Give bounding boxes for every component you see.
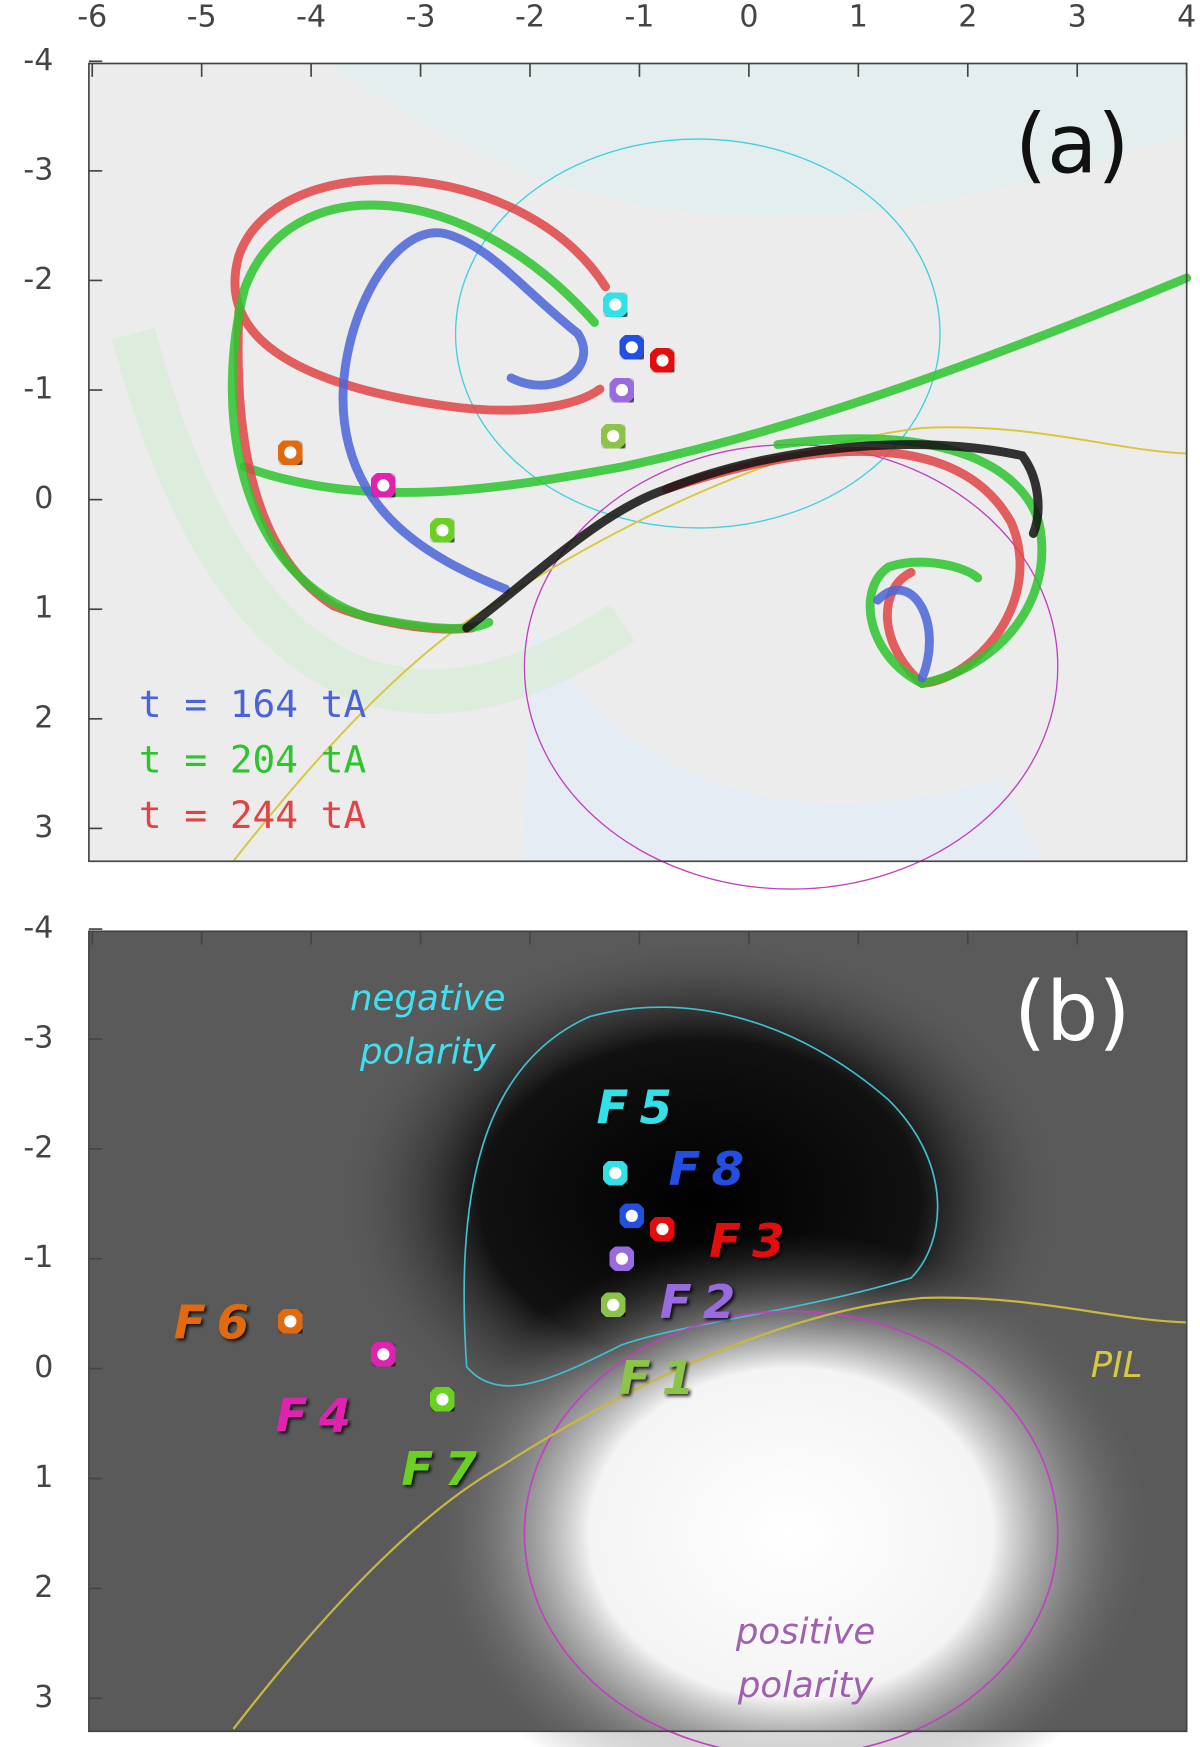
y-tick-label: -1: [23, 1240, 53, 1275]
footpoint-label: F1: [619, 1352, 706, 1406]
y-tick-label: 0: [34, 481, 53, 516]
footpoint-label: F2: [660, 1276, 747, 1330]
annotation: polarity: [737, 1665, 874, 1706]
legend-entry: t = 164 tA: [139, 682, 367, 726]
footpoint: [608, 376, 636, 404]
y-tick-label: 3: [34, 1680, 53, 1715]
frame-a: [88, 62, 1188, 863]
legend-entry: t = 204 tA: [139, 737, 367, 781]
footpoint: [599, 1291, 628, 1319]
y-tick-label: -1: [23, 372, 53, 407]
x-tick-label: 4: [1177, 0, 1196, 34]
footpoint: [369, 1340, 398, 1369]
x-tick-label: -6: [77, 0, 107, 34]
y-tick-label: -3: [23, 152, 53, 187]
footpoint: [428, 1385, 457, 1414]
y-tick-label: 3: [34, 810, 53, 845]
x-tick-label: -1: [624, 0, 654, 34]
footpoint-label: F6: [174, 1296, 261, 1350]
y-tick-label: -4: [23, 43, 53, 78]
x-tick-label: -5: [187, 0, 217, 34]
y-tick-label: 1: [34, 591, 53, 626]
y-tick-label: -4: [23, 911, 53, 946]
footpoint: [601, 290, 630, 319]
annotation: negative: [350, 978, 505, 1019]
footpoint: [276, 1307, 305, 1336]
footpoint: [601, 1159, 630, 1187]
panel-a-image: [88, 63, 1192, 890]
footpoint: [617, 1201, 646, 1230]
y-tick-label: 2: [34, 1570, 53, 1605]
footpoint-label: F8: [669, 1143, 756, 1197]
footpoint-label: F7: [401, 1443, 488, 1497]
x-tick-label: 1: [849, 0, 868, 34]
y-tick-label: 1: [34, 1460, 53, 1495]
y-tick-label: -2: [23, 262, 53, 297]
frame-b: [88, 930, 1188, 1733]
footpoint: [428, 516, 457, 545]
y-tick-label: -2: [23, 1130, 53, 1165]
x-tick-label: 3: [1068, 0, 1087, 34]
annotation: positive: [735, 1612, 875, 1653]
footpoint: [648, 1215, 677, 1243]
x-tick-label: -4: [296, 0, 326, 34]
footpoint-label: F5: [597, 1081, 684, 1135]
x-tick-label: -3: [406, 0, 436, 34]
x-tick-label: 2: [958, 0, 977, 34]
footpoint: [599, 422, 628, 450]
footpoint: [648, 346, 677, 375]
panel-b-image: [88, 931, 1187, 1747]
footpoint: [369, 471, 398, 500]
footpoint: [276, 438, 305, 467]
y-tick-label: -3: [23, 1020, 53, 1055]
panel-label: (a): [1015, 97, 1130, 192]
x-tick-label: -2: [515, 0, 545, 34]
x-tick-label: 0: [739, 0, 758, 34]
footpoint: [617, 333, 646, 362]
annotation: polarity: [359, 1032, 496, 1073]
footpoint-label: F4: [276, 1389, 363, 1443]
annotation: PIL: [1091, 1345, 1143, 1386]
legend-entry: t = 244 tA: [139, 793, 367, 837]
y-tick-label: 0: [34, 1350, 53, 1385]
y-tick-label: 2: [34, 700, 53, 735]
footpoint: [608, 1244, 636, 1273]
footpoint-label: F3: [709, 1215, 796, 1269]
panel-label: (b): [1014, 965, 1130, 1060]
